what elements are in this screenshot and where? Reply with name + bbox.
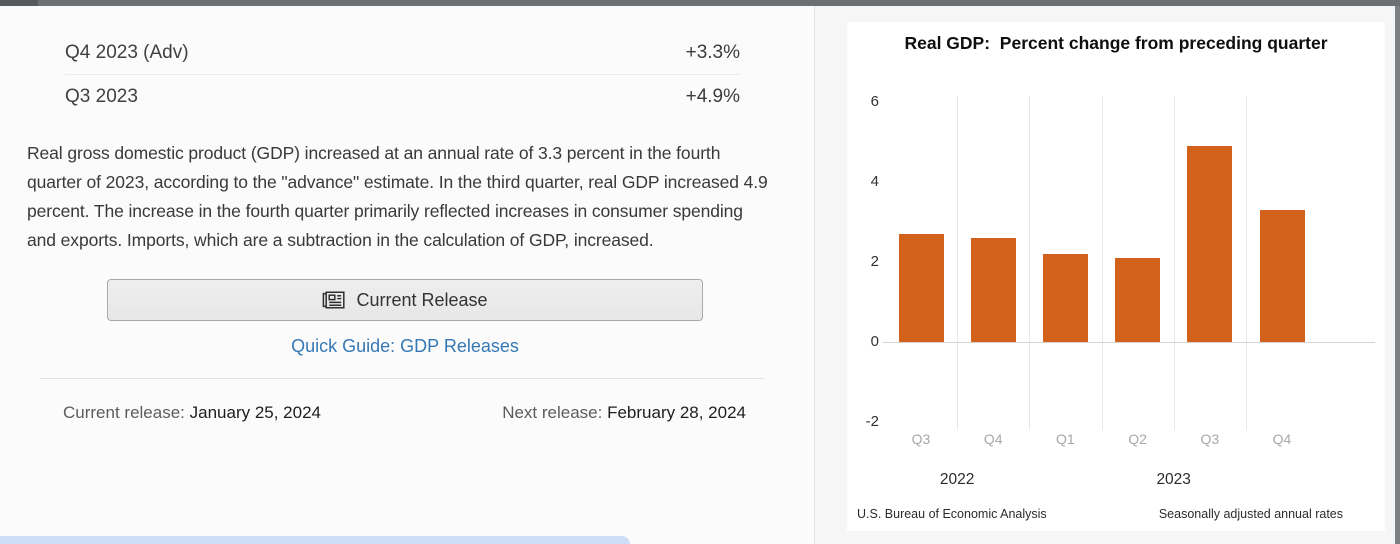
- horizontal-scrollbar-thumb[interactable]: [0, 536, 630, 544]
- chart-plot: 6 4 2 0 -2 Q3 Q4 Q1 Q2 Q3 Q4 2022 2023: [847, 22, 1385, 531]
- x-axis-tick-label: Q4: [983, 431, 1003, 447]
- quick-guide-link[interactable]: Quick Guide: GDP Releases: [291, 336, 519, 356]
- next-release-date: Next release: February 28, 2024: [502, 400, 746, 426]
- x-axis-tick-label: Q4: [1272, 431, 1292, 447]
- top-window-bar: [0, 0, 1400, 6]
- chart-gridline: [1173, 96, 1175, 430]
- quarter-label: Q4 2023 (Adv): [65, 42, 189, 63]
- bar-q1-2023: [1042, 254, 1088, 342]
- gdp-chart-card: Real GDP: Percent change from preceding …: [847, 22, 1385, 531]
- quick-guide-wrap: Quick Guide: GDP Releases: [107, 336, 703, 357]
- current-release-date: Current release: January 25, 2024: [63, 400, 321, 426]
- chart-zero-axis: [883, 342, 1375, 343]
- percent-value: +3.3%: [685, 42, 740, 63]
- x-axis-tick-label: Q3: [911, 431, 931, 447]
- y-axis-tick-label: 4: [870, 173, 879, 190]
- x-axis-tick-label: Q2: [1128, 431, 1147, 447]
- y-axis-tick-label: 0: [870, 333, 879, 350]
- chart-gridline: [1029, 96, 1031, 430]
- top-window-bar-left-segment: [0, 0, 38, 6]
- gdp-summary-paragraph: Real gross domestic product (GDP) increa…: [27, 143, 768, 250]
- chart-source: U.S. Bureau of Economic Analysis: [857, 507, 1047, 521]
- newspaper-icon: [322, 290, 346, 310]
- x-axis-tick-label: Q3: [1200, 431, 1220, 447]
- year-label: 2022: [939, 471, 975, 488]
- percent-value: +4.9%: [685, 85, 740, 107]
- chart-note: Seasonally adjusted annual rates: [1158, 507, 1343, 521]
- release-table-row: Q3 2023 +4.9%: [65, 75, 740, 118]
- next-release-value: February 28, 2024: [607, 403, 746, 422]
- bar-q4-2022: [970, 238, 1016, 342]
- current-release-button-label: Current Release: [356, 289, 488, 310]
- chart-title: Real GDP: Percent change from preceding …: [904, 33, 1328, 53]
- right-window-border: [1395, 0, 1400, 544]
- year-label: 2023: [1156, 471, 1191, 488]
- bar-q3-2023: [1187, 146, 1233, 342]
- quarter-label: Q3 2023: [65, 85, 138, 107]
- y-axis-tick-label: 2: [870, 253, 879, 270]
- current-release-label: Current release:: [63, 403, 190, 422]
- chart-gridline: [1101, 96, 1103, 430]
- bar-q3-2022: [898, 234, 944, 342]
- chart-footer: U.S. Bureau of Economic Analysis Seasona…: [857, 507, 1343, 521]
- release-dates-row: Current release: January 25, 2024 Next r…: [0, 400, 814, 426]
- x-axis-tick-label: Q1: [1056, 431, 1075, 447]
- y-axis-tick-label: -2: [865, 413, 879, 430]
- release-table-row: Q4 2023 (Adv) +3.3%: [65, 32, 740, 75]
- divider: [40, 378, 764, 379]
- current-release-value: January 25, 2024: [189, 403, 322, 422]
- next-release-label: Next release:: [502, 403, 608, 422]
- y-axis-tick-label: 6: [870, 93, 879, 110]
- bar-q4-2023: [1259, 210, 1305, 342]
- bar-q2-2023: [1115, 258, 1161, 342]
- chart-gridline: [957, 96, 959, 430]
- chart-gridline: [1245, 96, 1247, 430]
- current-release-button[interactable]: Current Release: [107, 279, 703, 321]
- release-table: Q4 2023 (Adv) +3.3% Q3 2023 +4.9%: [65, 32, 740, 118]
- gdp-release-summary-panel: Q4 2023 (Adv) +3.3% Q3 2023 +4.9% Real gros…: [0, 6, 815, 544]
